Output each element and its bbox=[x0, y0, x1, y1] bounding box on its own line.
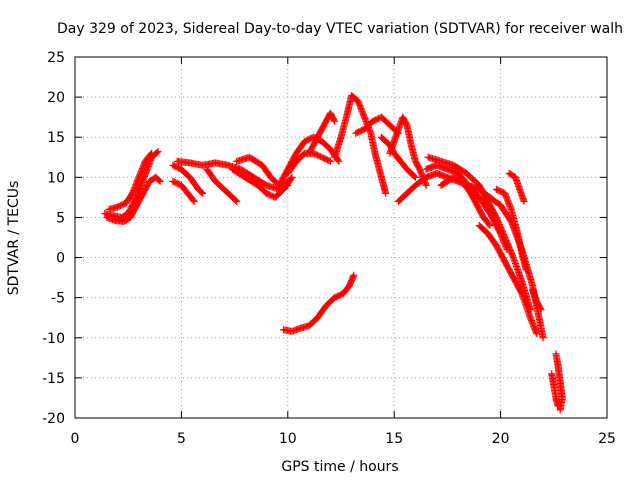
series-track-8 bbox=[228, 165, 296, 201]
series-track-15 bbox=[377, 133, 419, 181]
data-point bbox=[522, 266, 530, 274]
series-track-7 bbox=[203, 165, 241, 205]
data-point bbox=[520, 197, 528, 205]
y-tick-label: -20 bbox=[42, 411, 65, 427]
data-point bbox=[232, 196, 240, 204]
data-points bbox=[101, 92, 566, 414]
data-point bbox=[147, 150, 155, 158]
chart-title: Day 329 of 2023, Sidereal Day-to-day VTE… bbox=[57, 21, 623, 37]
x-tick-label: 25 bbox=[598, 431, 616, 447]
y-tick-label: 15 bbox=[47, 130, 65, 146]
series-track-5 bbox=[169, 177, 198, 205]
data-point bbox=[199, 189, 207, 197]
x-tick-label: 5 bbox=[177, 431, 186, 447]
data-point bbox=[411, 173, 419, 181]
grid bbox=[75, 57, 607, 418]
data-point bbox=[190, 197, 198, 205]
series-track-3 bbox=[105, 149, 156, 213]
data-point bbox=[539, 334, 547, 342]
series-track-23 bbox=[505, 169, 528, 205]
y-tick-label: -15 bbox=[42, 371, 65, 387]
data-point bbox=[198, 188, 206, 196]
series-track-13 bbox=[331, 92, 390, 197]
data-point bbox=[284, 177, 292, 185]
series-track-4 bbox=[169, 161, 207, 197]
data-point bbox=[536, 304, 544, 312]
series-track-2 bbox=[103, 173, 164, 225]
y-tick-label: 20 bbox=[47, 90, 65, 106]
data-point bbox=[155, 176, 163, 184]
series-track-24 bbox=[529, 286, 545, 314]
data-point bbox=[233, 197, 241, 205]
x-tick-label: 20 bbox=[492, 431, 510, 447]
data-point bbox=[509, 252, 517, 260]
y-tick-label: -5 bbox=[51, 291, 65, 307]
data-point bbox=[556, 406, 564, 414]
x-axis-label: GPS time / hours bbox=[281, 459, 398, 475]
series-track-26 bbox=[548, 370, 562, 410]
data-point bbox=[330, 116, 338, 124]
y-tick-label: 0 bbox=[56, 251, 65, 267]
data-point bbox=[486, 221, 494, 229]
data-point bbox=[189, 196, 197, 204]
data-point bbox=[410, 172, 418, 180]
x-tick-label: 10 bbox=[279, 431, 297, 447]
data-point bbox=[331, 117, 339, 125]
y-tick-label: 5 bbox=[56, 210, 65, 226]
data-point bbox=[382, 189, 390, 197]
series-track-12 bbox=[305, 109, 339, 157]
data-point bbox=[485, 220, 493, 228]
data-point bbox=[350, 271, 358, 279]
y-axis-label: SDTVAR / TECUs bbox=[6, 181, 22, 296]
y-tick-label: 25 bbox=[47, 50, 65, 66]
data-point bbox=[335, 157, 343, 165]
data-point bbox=[422, 181, 430, 189]
series-track-14 bbox=[352, 113, 402, 137]
data-point bbox=[554, 402, 562, 410]
series-track-21 bbox=[475, 221, 541, 338]
data-point bbox=[537, 306, 545, 314]
series-track-27 bbox=[280, 271, 358, 335]
axis-ticks: 0 5 10 15 20 25 -20 -15 -10 -5 0 5 10 15 20 25 bbox=[42, 50, 616, 447]
data-point bbox=[154, 148, 162, 156]
data-point bbox=[282, 178, 290, 186]
y-tick-label: 10 bbox=[47, 170, 65, 186]
series-track-19 bbox=[437, 173, 494, 229]
data-point bbox=[533, 330, 541, 338]
plot-frame bbox=[74, 56, 608, 419]
series-track-25 bbox=[552, 350, 566, 414]
series-track-22 bbox=[492, 185, 530, 274]
data-point bbox=[326, 157, 334, 165]
data-point bbox=[153, 149, 161, 157]
y-tick-label: -10 bbox=[42, 331, 65, 347]
data-point bbox=[156, 177, 164, 185]
x-tick-label: 0 bbox=[71, 431, 80, 447]
x-tick-label: 15 bbox=[385, 431, 403, 447]
data-point bbox=[325, 157, 333, 165]
data-point bbox=[148, 149, 156, 157]
data-point bbox=[288, 173, 296, 181]
